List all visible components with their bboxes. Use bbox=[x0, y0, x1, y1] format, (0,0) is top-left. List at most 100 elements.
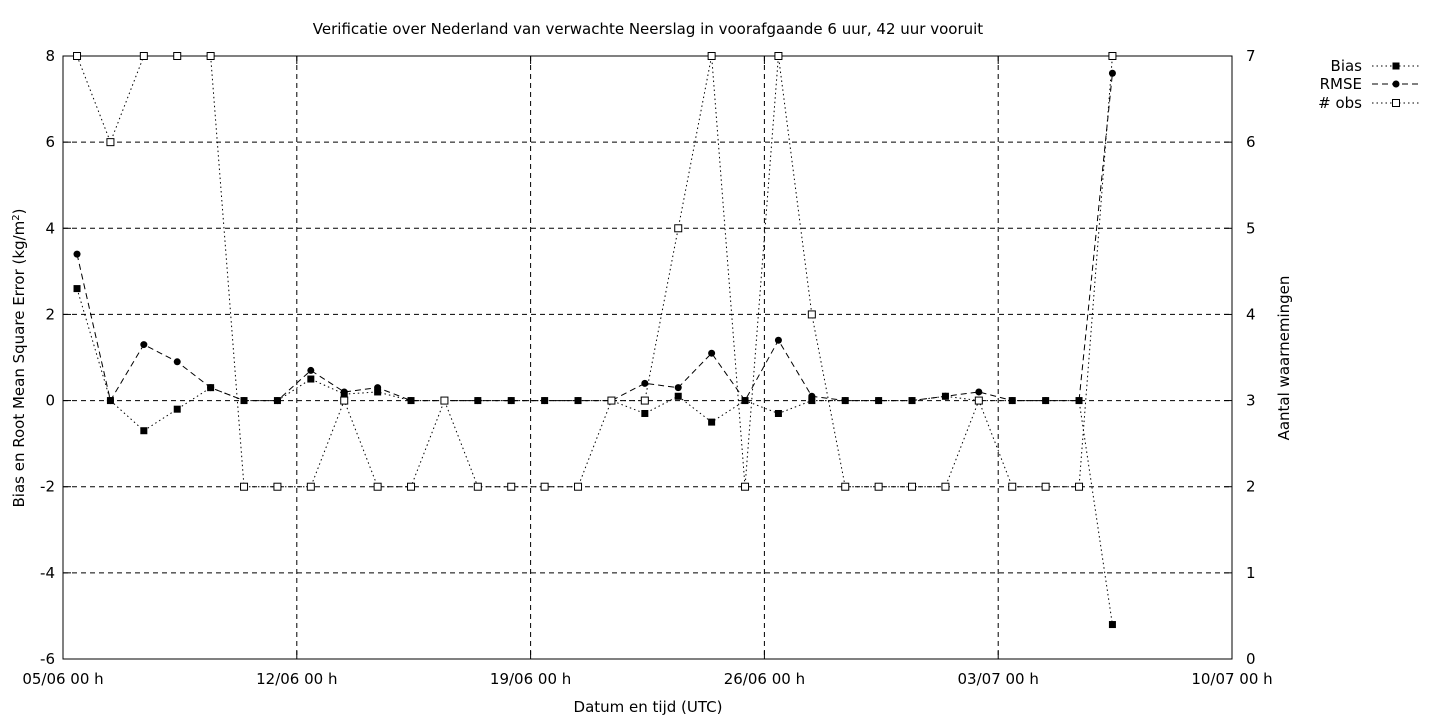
obs-point bbox=[674, 224, 683, 233]
rmse-point bbox=[875, 397, 883, 405]
y-right-tick-label: 4 bbox=[1246, 305, 1256, 323]
rmse-point bbox=[574, 397, 582, 405]
rmse-point bbox=[273, 397, 281, 405]
rmse-point bbox=[908, 397, 916, 405]
x-axis-label: Datum en tijd (UTC) bbox=[574, 698, 723, 716]
obs-point bbox=[908, 482, 917, 491]
x-tick-label: 05/06 00 h bbox=[22, 670, 103, 688]
rmse-point bbox=[407, 397, 415, 405]
rmse-point bbox=[641, 379, 649, 387]
obs-point bbox=[206, 52, 215, 60]
y-right-tick-label: 3 bbox=[1246, 392, 1256, 410]
obs-point bbox=[1008, 482, 1017, 491]
legend-marker bbox=[1392, 99, 1400, 107]
y-axis-left-label-main: Bias en Root Mean Square Error (kg/m bbox=[10, 221, 28, 508]
obs-point bbox=[1108, 52, 1117, 60]
y-axis-right: 7 6 5 4 3 2 1 0 bbox=[1224, 47, 1256, 668]
obs-point bbox=[807, 310, 816, 319]
rmse-point bbox=[975, 388, 983, 396]
rmse-point bbox=[941, 392, 949, 400]
rmse-point bbox=[674, 384, 682, 392]
rmse-point bbox=[374, 384, 382, 392]
obs-point bbox=[774, 52, 783, 60]
rmse-point bbox=[307, 366, 315, 374]
x-tick-label: 10/07 00 h bbox=[1191, 670, 1272, 688]
obs-point bbox=[507, 482, 516, 491]
y-right-tick-label: 7 bbox=[1246, 47, 1256, 65]
series-lines bbox=[76, 55, 1113, 625]
rmse-point bbox=[140, 341, 148, 349]
obs-point bbox=[841, 482, 850, 491]
x-tick-label: 26/06 00 h bbox=[724, 670, 805, 688]
bias-point bbox=[808, 397, 816, 405]
y-left-tick-label: 2 bbox=[45, 305, 55, 323]
obs-point bbox=[707, 52, 716, 60]
rmse-point bbox=[1108, 69, 1116, 77]
bias-point bbox=[73, 285, 81, 293]
obs-point bbox=[173, 52, 182, 60]
legend-label: # obs bbox=[1318, 94, 1362, 112]
rmse-point bbox=[1008, 397, 1016, 405]
y-left-tick-label: 6 bbox=[45, 133, 55, 151]
y-right-tick-label: 5 bbox=[1246, 219, 1256, 237]
rmse-point bbox=[106, 397, 114, 405]
bias-point bbox=[674, 392, 682, 400]
y-axis-right-label: Aantal waarnemingen bbox=[1275, 276, 1293, 441]
rmse-point bbox=[240, 397, 248, 405]
bias-point bbox=[173, 405, 181, 413]
y-axis-left: 8 6 4 2 0 -2 -4 -6 bbox=[40, 47, 71, 668]
obs-point bbox=[306, 482, 315, 491]
bias-point bbox=[1108, 621, 1116, 629]
bias-point bbox=[140, 427, 148, 435]
obs-point bbox=[139, 52, 148, 60]
bias-point bbox=[774, 409, 782, 417]
bias-point bbox=[307, 375, 315, 383]
bias-point bbox=[708, 418, 716, 426]
obs-point bbox=[106, 138, 115, 147]
rmse-point bbox=[841, 397, 849, 405]
obs-point bbox=[73, 52, 82, 60]
chart-title: Verificatie over Nederland van verwachte… bbox=[313, 20, 983, 38]
y-left-tick-label: -2 bbox=[40, 478, 55, 496]
rmse-point bbox=[708, 349, 716, 357]
rmse-point bbox=[741, 397, 749, 405]
obs-point bbox=[974, 396, 983, 405]
y-left-tick-label: 0 bbox=[45, 392, 55, 410]
x-axis: 05/06 00 h 12/06 00 h 19/06 00 h 26/06 00 h… bbox=[22, 56, 1273, 688]
y-right-tick-label: 2 bbox=[1246, 478, 1256, 496]
obs-point bbox=[640, 396, 649, 405]
rmse-point bbox=[207, 384, 215, 392]
legend-marker bbox=[1392, 62, 1400, 70]
obs-point bbox=[540, 482, 549, 491]
bias-point bbox=[374, 388, 382, 396]
x-tick-label: 03/07 00 h bbox=[958, 670, 1039, 688]
rmse-point bbox=[340, 388, 348, 396]
grid-lines bbox=[63, 56, 1232, 659]
rmse-point bbox=[173, 358, 181, 366]
obs-point bbox=[440, 396, 449, 405]
series-points bbox=[73, 52, 1117, 629]
y-left-tick-label: -4 bbox=[40, 564, 55, 582]
obs-point bbox=[340, 396, 349, 405]
y-axis-left-label: Bias en Root Mean Square Error (kg/m2) bbox=[10, 209, 28, 508]
rmse-point bbox=[808, 392, 816, 400]
rmse-point bbox=[73, 250, 81, 258]
obs-point bbox=[373, 482, 382, 491]
y-left-tick-label: -6 bbox=[40, 650, 55, 668]
obs-point bbox=[741, 482, 750, 491]
y-right-tick-label: 6 bbox=[1246, 133, 1256, 151]
x-tick-label: 12/06 00 h bbox=[256, 670, 337, 688]
rmse-line bbox=[76, 73, 1113, 402]
obs-point bbox=[473, 482, 482, 491]
obs-point bbox=[273, 482, 282, 491]
bias-point bbox=[641, 409, 649, 417]
y-axis-left-label-sup: 2 bbox=[11, 214, 22, 220]
obs-point bbox=[941, 482, 950, 491]
rmse-point bbox=[474, 397, 482, 405]
obs-point bbox=[574, 482, 583, 491]
obs-point bbox=[607, 396, 616, 405]
rmse-point bbox=[507, 397, 515, 405]
rmse-point bbox=[541, 397, 549, 405]
